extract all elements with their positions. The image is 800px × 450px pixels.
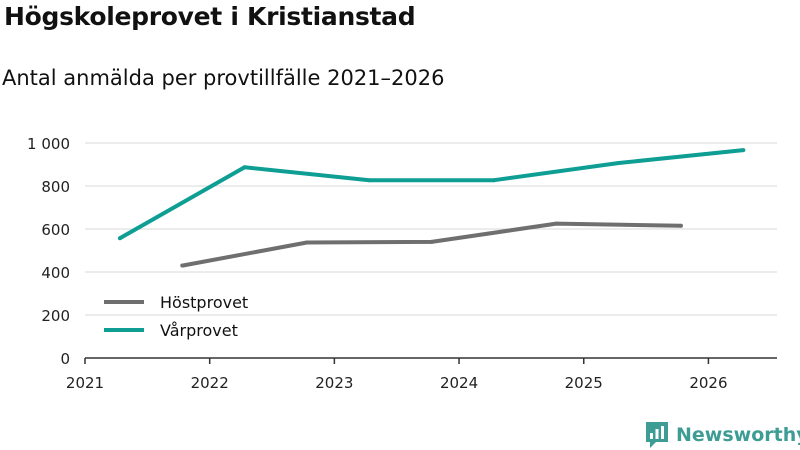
y-tick-label-2: 400 bbox=[41, 264, 70, 282]
series-0-point-2 bbox=[429, 239, 434, 244]
chart-title: Högskoleprovet i Kristianstad bbox=[4, 2, 416, 31]
chart-legend: Höstprovet Vårprovet bbox=[104, 288, 248, 344]
series-1-point-0 bbox=[117, 236, 122, 241]
series-1-point-3 bbox=[491, 178, 496, 183]
x-tick-label-2: 2023 bbox=[315, 374, 353, 392]
y-tick-label-4: 800 bbox=[41, 178, 70, 196]
x-tick-label-0: 2021 bbox=[66, 374, 104, 392]
x-tick-label-3: 2024 bbox=[440, 374, 478, 392]
newsworthy-brand: Newsworthy bbox=[644, 420, 800, 450]
newsworthy-brand-text: Newsworthy bbox=[676, 424, 800, 446]
series-line-1 bbox=[118, 148, 744, 240]
series-1-point-2 bbox=[367, 178, 372, 183]
series-0-point-0 bbox=[180, 263, 185, 268]
series-1-point-5 bbox=[741, 148, 746, 153]
x-tick-label-4: 2025 bbox=[565, 374, 603, 392]
y-tick-label-3: 600 bbox=[41, 221, 70, 239]
newsworthy-logo-icon bbox=[646, 422, 668, 448]
series-0-point-1 bbox=[304, 240, 309, 245]
legend-swatch-hostprovet bbox=[104, 300, 144, 304]
series-1-point-4 bbox=[616, 160, 621, 165]
series-0-point-3 bbox=[554, 221, 559, 226]
chart-subtitle: Antal anmälda per provtillfälle 2021–202… bbox=[2, 66, 445, 90]
legend-item-hostprovet: Höstprovet bbox=[104, 288, 248, 316]
x-tick-label-5: 2026 bbox=[689, 374, 727, 392]
legend-swatch-varprovet bbox=[104, 328, 144, 332]
legend-label-varprovet: Vårprovet bbox=[160, 320, 238, 340]
series-1-point-1 bbox=[242, 165, 247, 170]
y-tick-label-0: 0 bbox=[60, 350, 70, 368]
x-tick-label-1: 2022 bbox=[191, 374, 229, 392]
y-tick-label-1: 200 bbox=[41, 307, 70, 325]
legend-item-varprovet: Vårprovet bbox=[104, 316, 248, 344]
y-tick-label-5: 1 000 bbox=[27, 135, 70, 153]
series-line-0 bbox=[181, 221, 682, 268]
legend-label-hostprovet: Höstprovet bbox=[160, 292, 249, 312]
series-0-point-4 bbox=[678, 223, 683, 228]
